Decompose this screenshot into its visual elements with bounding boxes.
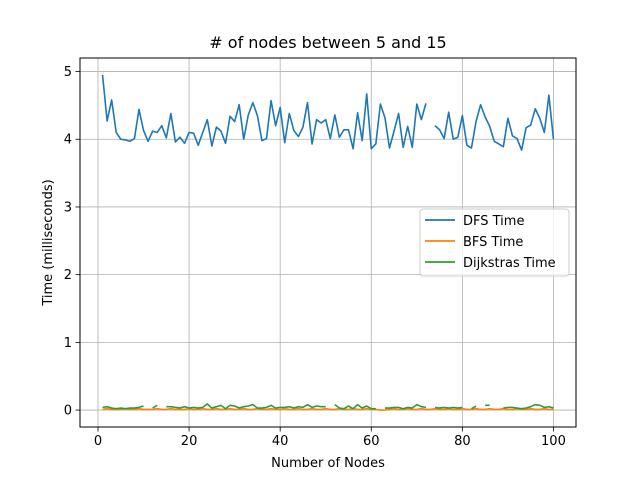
y-axis-label: Time (milliseconds) — [41, 179, 56, 306]
series-line-bfs-time — [102, 407, 554, 411]
y-tick-label: 1 — [64, 336, 72, 351]
legend: DFS Time BFS Time Dijkstras Time — [419, 208, 570, 277]
legend-label-bfs: BFS Time — [463, 235, 523, 250]
chart-title: # of nodes between 5 and 15 — [209, 33, 446, 52]
y-tick-label: 2 — [64, 268, 72, 283]
legend-label-dijkstras: Dijkstras Time — [463, 256, 556, 271]
series-line-dfs-time — [101, 74, 555, 151]
x-tick-label: 60 — [363, 434, 380, 449]
x-axis-label: Number of Nodes — [271, 456, 385, 471]
series-line-dijkstras-time — [102, 403, 554, 410]
series-lines — [101, 74, 555, 411]
legend-label-dfs: DFS Time — [463, 214, 524, 229]
x-tick-label: 80 — [454, 434, 471, 449]
x-tick-label: 40 — [272, 434, 289, 449]
legend-box — [419, 208, 570, 277]
x-tick-label: 20 — [181, 434, 198, 449]
y-tick-label: 0 — [64, 404, 72, 419]
x-tick-label: 100 — [541, 434, 566, 449]
y-tick-label: 5 — [64, 65, 72, 80]
y-tick-label: 3 — [64, 200, 72, 215]
axis-ticks: 0 20 40 60 80 100 0 1 2 3 4 5 — [64, 65, 566, 449]
y-tick-label: 4 — [64, 133, 72, 148]
plot-frame — [79, 57, 577, 428]
x-tick-label: 0 — [94, 434, 102, 449]
